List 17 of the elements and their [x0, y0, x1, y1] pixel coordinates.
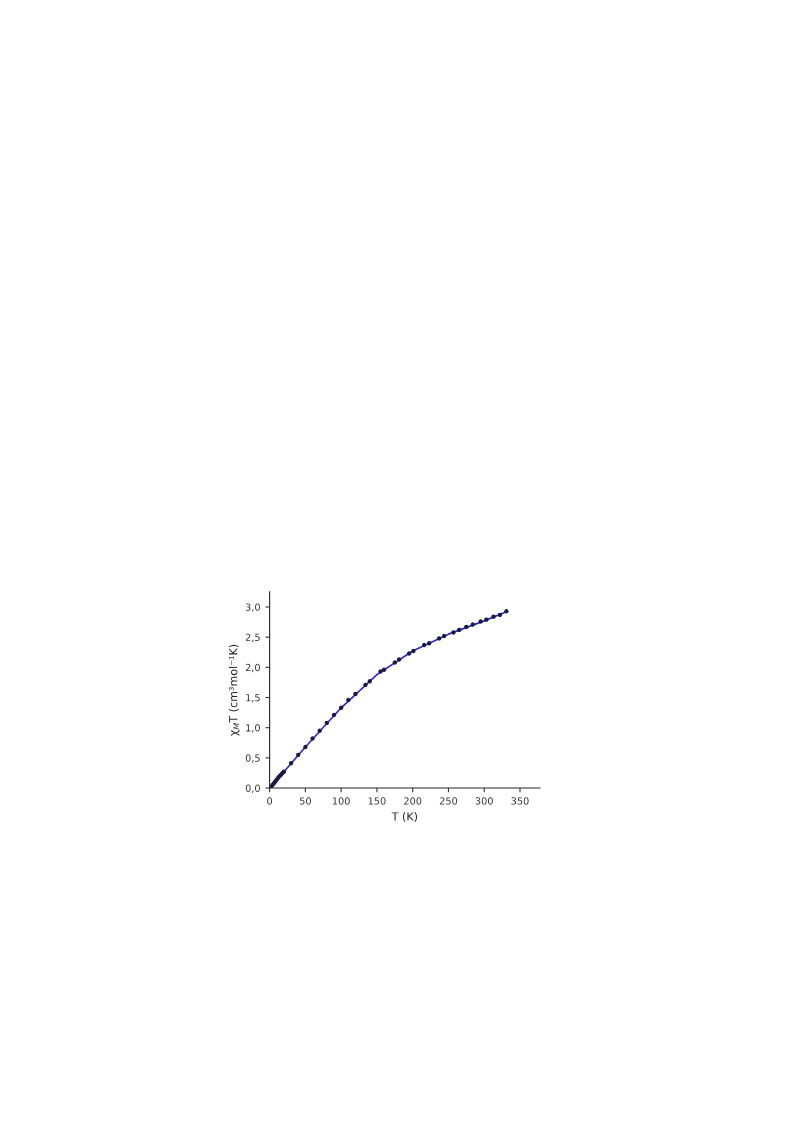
- y-tick-label: 0,5: [245, 754, 260, 763]
- y-tick-label: 2,0: [245, 663, 260, 673]
- y-axis-title: χ$_{M}$T (cm³mol⁻¹K): [228, 644, 240, 736]
- x-tick-label: 100: [332, 797, 350, 805]
- x-axis-title: T (K): [391, 812, 418, 822]
- y-tick-label: 0,0: [245, 784, 260, 793]
- x-tick-label: 250: [439, 797, 458, 805]
- x-tick-label: 50: [299, 797, 311, 805]
- x-tick-label: 350: [511, 797, 529, 805]
- x-tick-label: 300: [475, 797, 493, 805]
- x-tick-label: 0: [267, 797, 273, 805]
- y-tick-label: 2,5: [245, 633, 260, 642]
- y-tick-label: 1,0: [246, 724, 260, 733]
- y-tick-label: 1,5: [246, 694, 260, 703]
- x-tick-label: 200: [404, 797, 422, 805]
- y-tick-label: 3,0: [245, 603, 260, 612]
- x-tick-label: 150: [368, 797, 386, 805]
